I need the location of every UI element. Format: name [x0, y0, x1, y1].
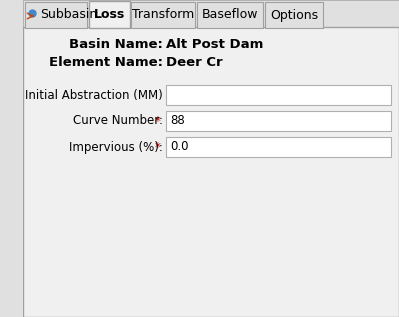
Text: 88: 88: [170, 114, 185, 127]
Text: Subbasin: Subbasin: [40, 9, 97, 22]
Bar: [23, 0, 399, 28]
Bar: [265, 2, 323, 28]
Text: Curve Number:: Curve Number:: [73, 114, 162, 127]
Text: 0.0: 0.0: [170, 140, 189, 153]
Text: *: *: [155, 140, 161, 153]
Text: *: *: [155, 114, 161, 127]
Text: Deer Cr: Deer Cr: [166, 56, 223, 69]
Text: Baseflow: Baseflow: [202, 9, 259, 22]
Text: Element Name:: Element Name:: [49, 56, 162, 69]
Text: Loss: Loss: [94, 8, 125, 21]
Bar: [166, 111, 391, 131]
Text: Basin Name:: Basin Name:: [69, 38, 162, 51]
Text: Initial Abstraction (MM): Initial Abstraction (MM): [25, 88, 162, 101]
Text: Options: Options: [270, 9, 318, 22]
Bar: [166, 85, 391, 105]
Text: Alt Post Dam: Alt Post Dam: [166, 38, 264, 51]
Text: Transform: Transform: [132, 9, 195, 22]
Text: Impervious (%):: Impervious (%):: [69, 140, 162, 153]
Bar: [25, 2, 87, 28]
Bar: [89, 1, 130, 28]
Bar: [131, 2, 196, 28]
Bar: [198, 2, 263, 28]
Bar: [166, 137, 391, 157]
